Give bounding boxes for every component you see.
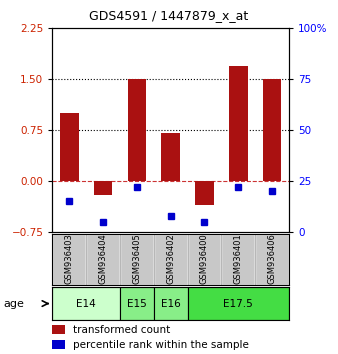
Bar <box>188 287 289 320</box>
Bar <box>188 234 221 285</box>
Text: GSM936404: GSM936404 <box>99 233 107 284</box>
Text: transformed count: transformed count <box>72 325 170 335</box>
Text: age: age <box>3 298 24 309</box>
Text: E15: E15 <box>127 298 147 309</box>
Bar <box>52 234 86 285</box>
Bar <box>195 181 214 205</box>
Bar <box>120 234 154 285</box>
Bar <box>154 287 188 320</box>
Text: GDS4591 / 1447879_x_at: GDS4591 / 1447879_x_at <box>89 9 249 22</box>
Bar <box>255 234 289 285</box>
Text: GSM936406: GSM936406 <box>268 233 276 284</box>
Bar <box>86 234 120 285</box>
Bar <box>154 234 188 285</box>
Bar <box>52 340 66 349</box>
Bar <box>221 234 255 285</box>
Text: E17.5: E17.5 <box>223 298 253 309</box>
Text: GSM936403: GSM936403 <box>65 233 74 284</box>
Bar <box>52 325 66 334</box>
Text: GSM936400: GSM936400 <box>200 233 209 284</box>
Bar <box>52 287 120 320</box>
Bar <box>128 79 146 181</box>
Bar <box>229 65 247 181</box>
Text: GSM936405: GSM936405 <box>132 233 141 284</box>
Bar <box>162 133 180 181</box>
Text: GSM936402: GSM936402 <box>166 233 175 284</box>
Text: E16: E16 <box>161 298 180 309</box>
Bar <box>120 287 154 320</box>
Text: GSM936401: GSM936401 <box>234 233 243 284</box>
Bar <box>60 113 78 181</box>
Bar <box>94 181 113 195</box>
Bar <box>263 79 281 181</box>
Text: percentile rank within the sample: percentile rank within the sample <box>72 340 248 350</box>
Text: E14: E14 <box>76 298 96 309</box>
